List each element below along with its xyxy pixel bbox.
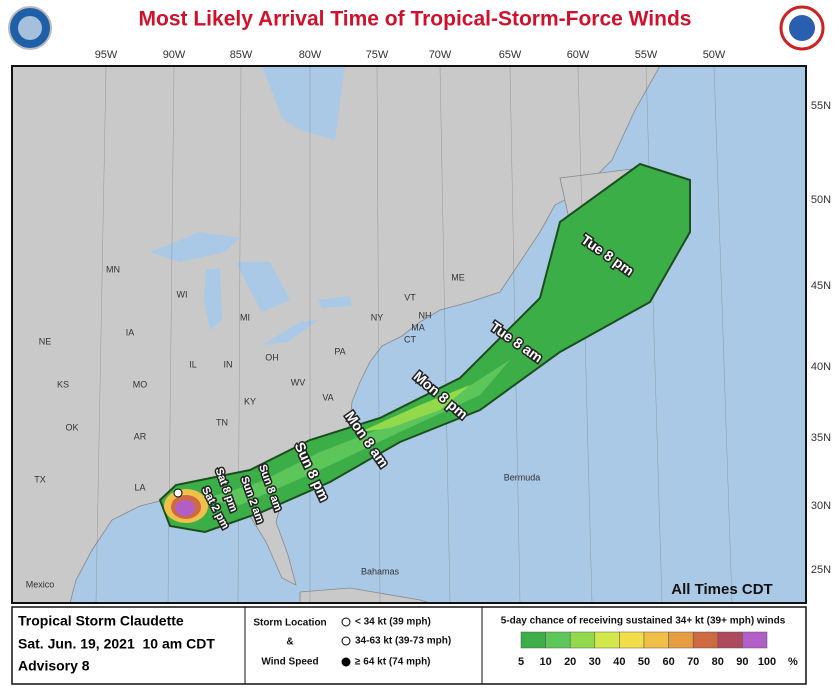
scale-cell [545, 631, 571, 649]
scale-label: 40 [613, 656, 625, 668]
scale-label: 10 [539, 656, 551, 668]
place-label: AR [134, 431, 147, 441]
lake-huron [236, 262, 290, 312]
place-label: Bermuda [504, 472, 541, 482]
scale-cell [569, 631, 596, 649]
scale-label: 60 [662, 656, 674, 668]
probability-swath-outer [158, 162, 691, 534]
scale-label: 20 [564, 656, 576, 668]
advisory-date: Sat. Jun. 19, 2021 10 am CDT [18, 636, 215, 652]
lon-label: 65W [499, 49, 522, 61]
lat-label: 25N [811, 564, 831, 576]
lat-label: 55N [811, 100, 831, 112]
place-label: WV [291, 377, 306, 387]
symbol-storm [341, 636, 351, 646]
scale-label: 50 [638, 656, 650, 668]
lake-michigan [204, 268, 222, 330]
symbol-title: Wind Speed [261, 657, 318, 668]
place-label: NY [371, 312, 384, 322]
lon-label: 50W [703, 49, 726, 61]
place-label: Mexico [26, 579, 55, 589]
place-label: Bahamas [361, 566, 400, 576]
lat-label: 45N [811, 280, 831, 292]
map-frame [11, 65, 807, 604]
symbol-label: ≥ 64 kt (74 mph) [355, 657, 431, 668]
scale-cell [643, 631, 669, 649]
storm-location [173, 488, 183, 498]
lat-label: 35N [811, 432, 831, 444]
scale-label: 90 [736, 656, 748, 668]
advisory-number: Advisory 8 [18, 658, 90, 674]
title: Most Likely Arrival Time of Tropical-Sto… [139, 8, 692, 31]
lake-erie [262, 320, 318, 345]
scale-label: 5 [518, 656, 524, 668]
place-label: VA [322, 392, 333, 402]
place-label: TN [216, 417, 228, 427]
place-label: CT [404, 334, 416, 344]
place-label: KS [57, 379, 69, 389]
lat-label: 30N [811, 500, 831, 512]
lon-label: 75W [366, 49, 389, 61]
place-label: WI [177, 289, 188, 299]
place-label: ME [451, 272, 465, 282]
scale-label: 30 [589, 656, 601, 668]
symbol-title: Storm Location [253, 618, 326, 629]
place-label: OK [65, 422, 78, 432]
hudson-bay [262, 66, 345, 140]
scale-cell [619, 631, 645, 649]
place-label: TX [34, 474, 46, 484]
noaa-logo-inner [18, 16, 42, 40]
scale-cell [520, 631, 546, 649]
place-label: NE [39, 336, 52, 346]
scale-cell [742, 631, 768, 649]
lake-superior [150, 232, 240, 262]
place-label: IN [224, 359, 233, 369]
place-label: IA [126, 327, 135, 337]
nws-logo-inner [789, 15, 815, 41]
lon-label: 90W [163, 49, 186, 61]
place-label: IL [189, 359, 197, 369]
place-label: MO [133, 379, 148, 389]
place-label: PA [334, 346, 345, 356]
storm-name: Tropical Storm Claudette [18, 613, 184, 629]
symbol-label: 34-63 kt (39-73 mph) [355, 636, 451, 647]
lon-label: 70W [429, 49, 452, 61]
symbol-weak [341, 617, 351, 627]
probability-swath-inner [360, 385, 470, 432]
scale-cell [717, 631, 743, 649]
lake-ontario [318, 296, 352, 308]
place-label: VT [404, 292, 416, 302]
place-label: MN [106, 264, 120, 274]
symbol-hurricane [341, 657, 351, 667]
scale-cell [594, 631, 620, 649]
cuba [299, 587, 431, 604]
place-label: NH [419, 310, 432, 320]
scale-label: 80 [712, 656, 724, 668]
lon-label: 95W [95, 49, 118, 61]
lat-label: 40N [811, 361, 831, 373]
place-label: MI [240, 312, 250, 322]
scale-title: 5-day chance of receiving sustained 34+ … [501, 616, 786, 627]
lon-label: 80W [299, 49, 322, 61]
swath-core-purple [175, 500, 195, 516]
symbol-label: < 34 kt (39 mph) [355, 617, 431, 628]
lon-label: 55W [635, 49, 658, 61]
place-label: MA [411, 322, 425, 332]
scale-unit: % [788, 656, 798, 668]
time-zone-note: All Times CDT [671, 581, 772, 598]
place-label: OH [265, 352, 279, 362]
scale-label: 100 [758, 656, 776, 668]
place-label: KY [244, 396, 256, 406]
scale-cell [668, 631, 694, 649]
place-label: LA [134, 482, 145, 492]
lon-label: 60W [567, 49, 590, 61]
scale-label: 70 [687, 656, 699, 668]
symbol-title: & [286, 637, 293, 648]
lon-label: 85W [230, 49, 253, 61]
scale-cell [692, 631, 719, 649]
lat-label: 50N [811, 194, 831, 206]
